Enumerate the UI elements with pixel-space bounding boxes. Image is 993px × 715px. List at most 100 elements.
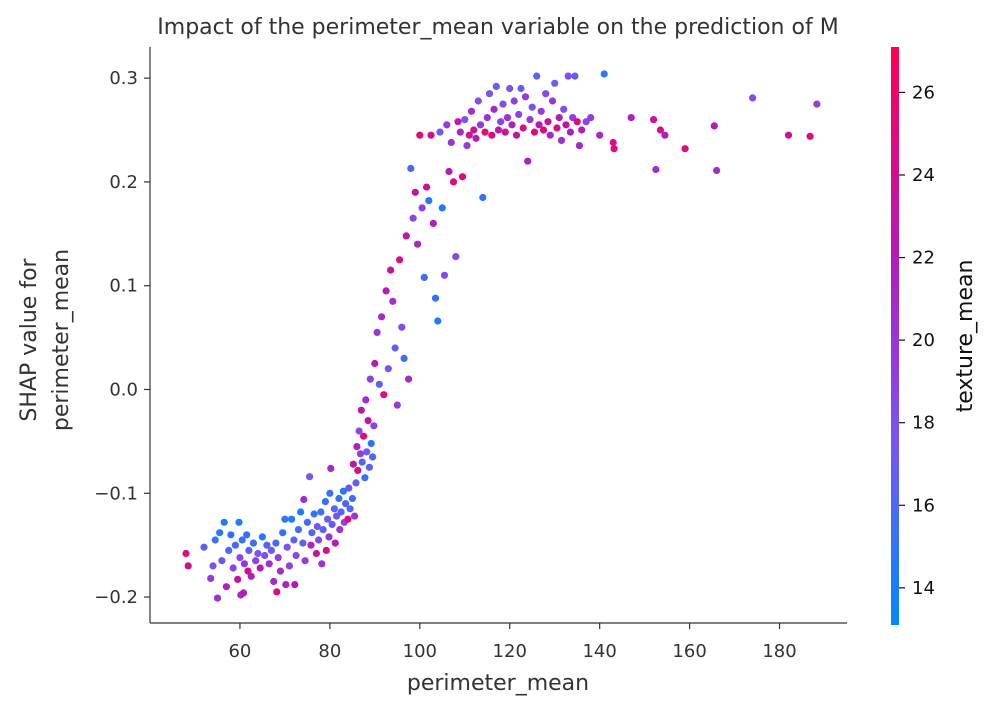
data-point (231, 541, 239, 549)
data-point (225, 546, 233, 555)
data-point (411, 188, 419, 196)
data-point (544, 118, 552, 126)
data-point (431, 294, 440, 302)
data-point (456, 128, 464, 136)
data-point (213, 594, 222, 602)
data-point (245, 546, 253, 555)
y-axis-title-line-1: SHAP value for (17, 257, 42, 421)
colorbar-ticks: 14 16 18 20 22 24 26 (899, 82, 935, 599)
data-point (220, 518, 228, 526)
data-point (510, 97, 518, 105)
data-point (346, 505, 354, 513)
data-point (339, 487, 347, 495)
data-point (463, 142, 471, 150)
data-point (492, 82, 500, 90)
y-tick-label: 0.0 (109, 379, 138, 400)
x-tick-label: 80 (318, 641, 341, 662)
x-ticks: 60 80 100 120 140 160 180 (228, 623, 797, 662)
data-point (553, 124, 561, 132)
data-point (357, 406, 365, 414)
data-point (367, 439, 375, 448)
y-axis-title-line-2: perimeter_mean (49, 249, 74, 431)
data-point (243, 531, 251, 539)
data-point (562, 121, 570, 129)
data-point (409, 214, 417, 222)
data-point (303, 518, 311, 526)
data-point (476, 121, 485, 129)
data-point (324, 515, 332, 523)
data-point (273, 588, 281, 596)
data-point (528, 103, 536, 111)
data-point (512, 131, 521, 139)
data-point (349, 460, 357, 468)
data-point (182, 549, 190, 558)
data-point (380, 391, 388, 399)
data-point (365, 463, 373, 471)
data-point (400, 354, 408, 362)
data-point (331, 539, 339, 547)
data-point (710, 122, 718, 130)
axes (149, 47, 847, 624)
data-point (610, 145, 618, 153)
x-tick-label: 140 (582, 641, 616, 662)
colorbar-tick-label: 22 (912, 248, 935, 269)
data-point (578, 126, 586, 134)
x-axis-title: perimeter_mean (407, 671, 589, 696)
data-point (452, 253, 460, 261)
data-point (488, 131, 496, 139)
data-point (267, 546, 275, 555)
data-point (521, 93, 530, 101)
colorbar-tick-label: 18 (912, 413, 935, 434)
data-point (306, 473, 314, 481)
data-point (294, 526, 302, 534)
data-point (546, 131, 554, 139)
data-point (292, 551, 300, 560)
data-point (530, 128, 539, 136)
data-point (283, 543, 291, 551)
data-point (425, 197, 433, 205)
data-point (261, 551, 269, 560)
data-point (322, 546, 330, 555)
data-point (548, 97, 557, 105)
data-point (656, 126, 665, 134)
y-tick-label: 0.2 (109, 172, 138, 193)
data-point (351, 512, 359, 520)
data-point (313, 522, 321, 531)
data-point (335, 494, 343, 503)
data-point (355, 427, 363, 435)
data-point (526, 116, 534, 124)
data-point (503, 114, 512, 122)
data-point (344, 515, 352, 523)
data-point (184, 562, 192, 570)
data-point (321, 498, 329, 506)
data-point (396, 256, 404, 264)
y-tick-label: −0.2 (94, 587, 138, 608)
data-point (330, 505, 338, 513)
data-point (508, 121, 516, 129)
data-point (276, 567, 284, 575)
data-point (515, 110, 523, 119)
data-point (596, 131, 604, 139)
y-tick-label: 0.1 (109, 276, 138, 297)
data-point (447, 138, 455, 147)
data-point (551, 79, 559, 87)
data-point (465, 131, 473, 139)
data-point (285, 562, 293, 570)
data-point (609, 138, 617, 147)
data-point (573, 118, 581, 126)
data-point (234, 575, 242, 584)
data-point (497, 118, 505, 126)
data-point (244, 567, 252, 575)
data-point (490, 105, 498, 113)
data-point (378, 313, 386, 321)
data-point (238, 536, 246, 544)
data-point (236, 554, 244, 562)
data-point (420, 273, 428, 281)
data-point (345, 484, 353, 492)
data-point (362, 396, 370, 404)
data-point (308, 529, 316, 537)
data-point (517, 84, 525, 93)
data-point (387, 266, 395, 274)
data-point (282, 581, 290, 589)
data-point (235, 518, 243, 526)
